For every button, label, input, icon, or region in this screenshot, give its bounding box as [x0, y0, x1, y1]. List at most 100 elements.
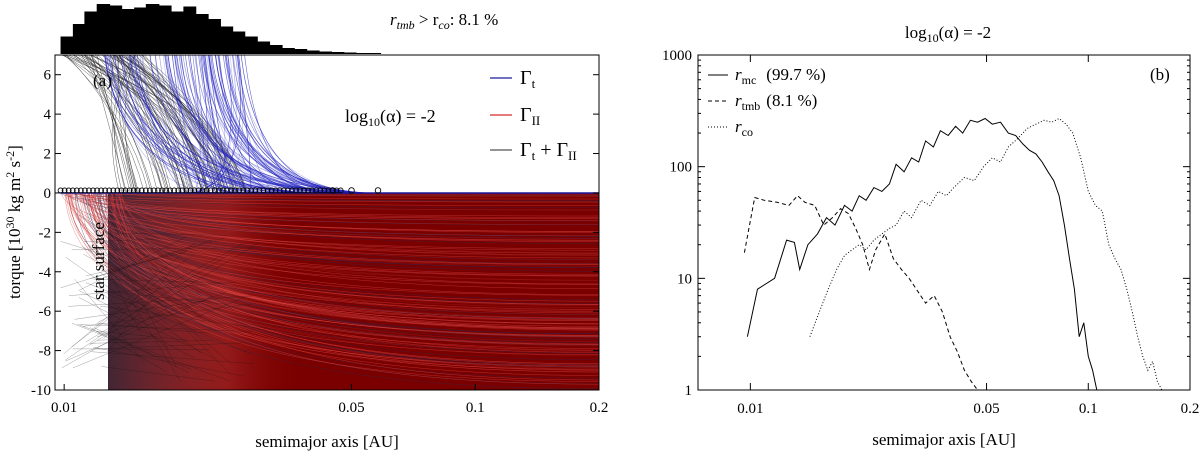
- gamma-sum-curve: [106, 245, 201, 293]
- gamma-t-curve: [212, 55, 244, 194]
- gamma-ii-curve: [99, 192, 599, 344]
- gamma-ii-curve: [111, 192, 599, 308]
- gamma-t-curve: [122, 55, 262, 194]
- gamma-t-curve: [202, 55, 221, 193]
- open-marker: [77, 187, 84, 194]
- gamma-ii-curve: [118, 192, 599, 237]
- open-marker: [151, 187, 157, 194]
- histogram-bin: [60, 36, 74, 54]
- x-tick-label: 0.2: [1181, 401, 1200, 417]
- y-tick-label: -6: [39, 304, 52, 320]
- gamma-sum-curve: [104, 247, 230, 374]
- gamma-sum-curve: [101, 232, 228, 236]
- gamma-t-curve: [240, 55, 347, 194]
- gamma-t-curve: [203, 55, 325, 194]
- open-marker: [374, 187, 382, 194]
- gamma-sum-curve: [96, 323, 211, 334]
- axes-frame-a: [54, 54, 600, 391]
- gamma-sum-curve: [63, 241, 196, 355]
- legend-b: rmc (99.7 %) rtmb (8.1 %) rco: [708, 65, 826, 139]
- gamma-ii-curve: [118, 192, 599, 314]
- open-marker: [122, 187, 129, 194]
- histogram-bin: [319, 51, 332, 54]
- panel-label-b: (b): [1150, 65, 1170, 84]
- open-marker: [313, 187, 320, 194]
- gamma-sum-curve: [82, 303, 253, 327]
- open-marker: [309, 187, 316, 194]
- gamma-sum-curve: [141, 55, 239, 194]
- open-marker: [110, 187, 117, 194]
- open-marker: [337, 187, 344, 194]
- open-marker: [175, 187, 182, 194]
- histogram-bin: [121, 9, 135, 54]
- histogram-bin: [183, 6, 197, 54]
- x-tick-label: 0.2: [590, 400, 609, 416]
- gamma-sum-curve: [85, 282, 145, 307]
- histogram-bin: [269, 45, 283, 54]
- gamma-ii-curve: [84, 192, 599, 343]
- open-marker: [297, 187, 303, 194]
- histogram-note: rtmb > rco: 8.1 %: [390, 10, 498, 32]
- histogram-bin: [195, 14, 209, 54]
- gamma-sum-curve: [107, 236, 177, 368]
- open-marker: [240, 187, 247, 194]
- open-marker: [236, 187, 243, 194]
- gamma-sum-curve: [84, 55, 138, 194]
- open-marker: [195, 187, 202, 194]
- open-marker: [102, 187, 109, 194]
- gamma-sum-curve: [72, 55, 154, 194]
- open-marker: [118, 187, 125, 194]
- gamma-ii-curve: [87, 192, 599, 379]
- gamma-ii-curve: [80, 192, 599, 285]
- y-tick-label: 1000: [662, 48, 692, 64]
- star-surface-label: star surface: [89, 222, 108, 300]
- series-lines: [743, 117, 1163, 390]
- legend-a: Γt ΓII Γt + ΓII: [490, 67, 577, 163]
- legend-label-r-tmb: rtmb (8.1 %): [735, 91, 817, 113]
- x-tick-label: 0.1: [466, 400, 485, 416]
- gamma-ii-curve: [111, 192, 599, 365]
- y-tick-label: 4: [44, 107, 52, 123]
- gamma-sum-curve: [89, 55, 127, 194]
- gamma-ii-curve: [121, 192, 599, 289]
- legend-label-gamma-t: Γt: [520, 67, 536, 91]
- gamma-sum-curve: [64, 299, 154, 361]
- open-marker: [163, 187, 169, 194]
- y-axis-label-a: torque [1030 kg m2 s-2]: [3, 145, 24, 299]
- gamma-t-curve: [208, 55, 367, 194]
- gamma-sum-curve: [82, 55, 203, 194]
- gamma-sum-curve: [101, 366, 215, 382]
- gamma-sum-curve: [78, 297, 195, 359]
- open-marker: [252, 187, 259, 194]
- open-marker: [98, 187, 105, 194]
- gamma-ii-curve: [102, 192, 599, 361]
- open-marker: [114, 187, 121, 194]
- gamma-t-curve: [114, 55, 291, 194]
- histogram-bin: [109, 5, 123, 54]
- gamma-sum-curve: [72, 348, 210, 350]
- gamma-sum-curve: [87, 213, 205, 322]
- gamma-ii-curve: [67, 192, 599, 353]
- open-marker: [203, 187, 210, 194]
- gamma-ii-curve: [89, 192, 599, 324]
- x-tick-label: 0.05: [973, 401, 999, 417]
- panel-b: 1 10 100 1000 0.01 0.05 0.1 0.2 log10(α) = -2 (…: [662, 23, 1199, 449]
- gamma-t-curve: [142, 55, 190, 194]
- open-marker: [220, 187, 226, 194]
- open-marker: [94, 187, 100, 194]
- gamma-sum-curve: [93, 327, 189, 373]
- legend-label-r-mc: rmc (99.7 %): [735, 65, 826, 87]
- panel-a: rtmb > rco: 8.1 % 6 4 2 0 -2 -4 -6 -8 -100.01 0.0…: [3, 4, 608, 451]
- gamma-ii-curve: [116, 192, 599, 338]
- gamma-ii-curve: [65, 192, 599, 355]
- open-marker: [321, 187, 328, 194]
- histogram: [60, 4, 382, 54]
- open-marker: [348, 187, 355, 194]
- open-marker: [264, 187, 271, 194]
- open-marker: [61, 187, 68, 194]
- series-tmb: [743, 194, 978, 390]
- open-marker: [159, 187, 165, 194]
- open-marker: [134, 187, 141, 194]
- x-tick-label: 0.1: [1079, 401, 1098, 417]
- open-marker: [248, 187, 255, 194]
